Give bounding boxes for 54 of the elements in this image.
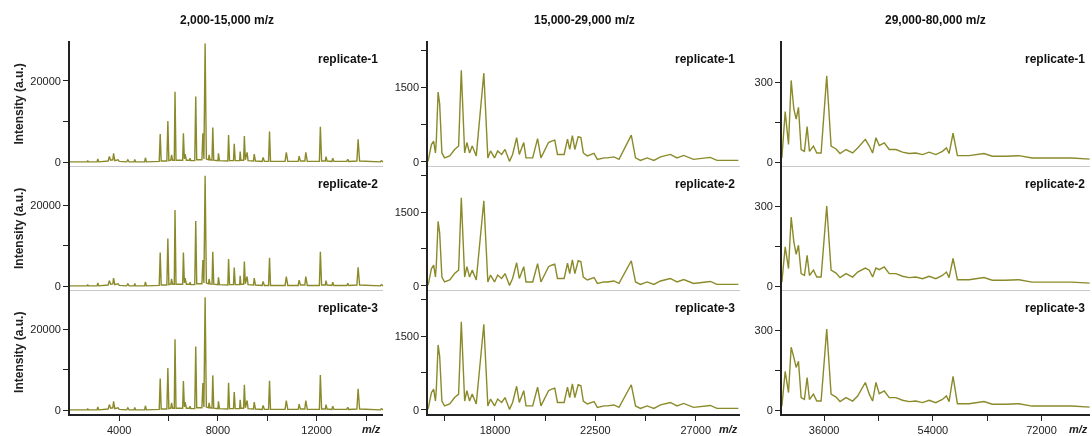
- y-tick-label: 20000: [30, 323, 61, 336]
- line-series: [781, 205, 1090, 284]
- x-tick-label: 22500: [580, 424, 611, 436]
- y-tick-label: 0: [766, 403, 773, 416]
- annotation: replicate-1: [318, 52, 379, 66]
- annotation: replicate-2: [1025, 177, 1086, 191]
- y-tick-label: 300: [754, 324, 773, 337]
- x-tick-label: 36000: [808, 424, 840, 436]
- y-tick-label: 0: [412, 279, 420, 292]
- y-tick-label: 1500: [394, 81, 420, 94]
- annotation: replicate-3: [318, 301, 379, 315]
- x-tick-label: 4000: [107, 424, 132, 436]
- y-tick-label: 0: [54, 280, 61, 293]
- line-series: [781, 328, 1090, 408]
- chart-title: 29,000-80,000 m/z: [885, 13, 986, 27]
- line-series: [428, 321, 740, 411]
- y-tick-label: 0: [766, 155, 773, 168]
- x-tick-label: 72000: [1026, 424, 1057, 436]
- y-tick-label: 0: [412, 403, 420, 416]
- y-tick-label: 20000: [30, 199, 61, 212]
- line-series: [69, 174, 384, 287]
- x-axis-title: m/z: [719, 423, 738, 435]
- annotation: replicate-1: [1025, 52, 1086, 66]
- line-series: [428, 197, 740, 287]
- line-series: [428, 69, 740, 163]
- annotation: replicate-3: [675, 301, 736, 315]
- y-tick-label: 0: [766, 279, 773, 292]
- line-series: [69, 42, 384, 163]
- y-tick-label: 1500: [394, 329, 420, 342]
- annotation: replicate-3: [1025, 301, 1086, 315]
- y-tick-label: 300: [754, 200, 773, 213]
- chart-title: 2,000-15,000 m/z: [180, 13, 275, 27]
- y-tick-label: 0: [54, 156, 61, 169]
- x-tick-label: 54000: [917, 424, 949, 436]
- y-tick-label: 0: [412, 155, 420, 168]
- x-axis-title: m/z: [1069, 423, 1088, 435]
- x-tick-label: 8000: [205, 424, 231, 436]
- line-series: [69, 296, 384, 411]
- y-tick-label: 300: [754, 75, 773, 88]
- chart-title: 15,000-29,000 m/z: [534, 13, 635, 27]
- y-axis-title: Intensity (a.u.): [12, 63, 27, 145]
- y-axis-title: Intensity (a.u.): [12, 311, 27, 393]
- x-tick-label: 12000: [301, 424, 332, 436]
- line-series: [781, 75, 1090, 160]
- y-tick-label: 20000: [30, 74, 61, 87]
- annotation: replicate-1: [675, 52, 736, 66]
- annotation: replicate-2: [675, 177, 736, 191]
- y-tick-label: 1500: [394, 205, 420, 218]
- y-axis-title: Intensity (a.u.): [12, 187, 27, 269]
- y-tick-label: 0: [54, 404, 61, 417]
- x-axis-title: m/z: [362, 423, 381, 435]
- x-tick-label: 27000: [680, 424, 712, 436]
- x-tick-label: 18000: [479, 424, 511, 436]
- annotation: replicate-2: [318, 177, 379, 191]
